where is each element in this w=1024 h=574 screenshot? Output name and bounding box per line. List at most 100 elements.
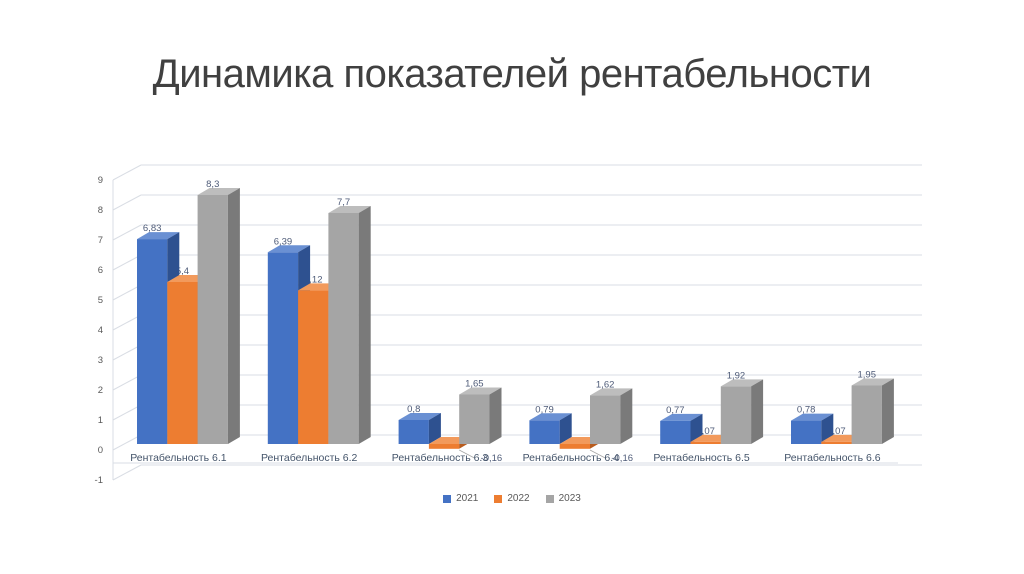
y-axis-tick-label: 0 xyxy=(98,445,103,456)
bar-side-face xyxy=(227,188,240,444)
bar-front-face xyxy=(821,441,852,444)
legend-item-2021: 2021 xyxy=(443,493,478,504)
data-label: 7,7 xyxy=(337,197,350,208)
gridline-diagonal xyxy=(112,284,142,301)
data-label: 0,78 xyxy=(797,405,816,416)
data-label: -0,16 xyxy=(481,453,503,464)
gridline-diagonal xyxy=(112,404,142,421)
leader-line xyxy=(589,449,606,459)
data-label: 5,4 xyxy=(176,266,189,277)
y-axis-tick-label: 9 xyxy=(98,175,103,186)
bar-side-face xyxy=(358,206,371,444)
data-label: 0,8 xyxy=(407,404,420,415)
data-label: 0,07 xyxy=(827,426,846,437)
legend-label: 2023 xyxy=(558,493,581,504)
bar-side-face xyxy=(881,378,894,444)
bar-front-face xyxy=(267,252,299,444)
data-label: 1,92 xyxy=(727,370,746,381)
legend-label: 2022 xyxy=(507,493,530,504)
bar-top-face xyxy=(590,388,633,396)
bar-top-face xyxy=(328,206,371,213)
y-axis-tick-label: -1 xyxy=(95,475,103,486)
bar-front-face xyxy=(529,420,560,444)
bar-front-face xyxy=(660,420,691,444)
data-label: 0,79 xyxy=(535,404,554,415)
bar-front-face xyxy=(197,195,228,444)
data-label: -0,16 xyxy=(611,453,633,464)
y-axis-tick-label: 4 xyxy=(98,325,103,336)
y-axis-tick-label: 1 xyxy=(98,415,103,426)
bar-side-face xyxy=(620,388,633,444)
bar-top-face xyxy=(851,378,894,386)
y-axis-tick-label: 8 xyxy=(98,205,103,216)
y-axis-tick-label: 3 xyxy=(98,355,103,366)
chart-title: Динамика показателей рентабельности xyxy=(152,52,872,96)
leader-line xyxy=(459,449,475,459)
bar-side-face xyxy=(428,413,441,444)
bar-top-face xyxy=(137,232,180,240)
category-axis-label: Рентабельность 6.6 xyxy=(784,452,881,464)
bar-side-face xyxy=(690,413,703,444)
bar-front-face xyxy=(791,420,822,444)
data-label: 5,12 xyxy=(304,274,323,285)
data-label: 0,07 xyxy=(696,426,715,437)
bar-front-face xyxy=(167,282,198,444)
bar-front-face xyxy=(590,395,621,444)
data-label: 6,83 xyxy=(143,223,162,234)
y-axis-tick-label: 6 xyxy=(98,265,103,276)
category-axis-label: Рентабельность 6.5 xyxy=(653,452,750,464)
data-label: 1,62 xyxy=(596,379,615,390)
bar-front-face xyxy=(690,441,721,444)
bar-front-face xyxy=(328,213,359,444)
gridline-diagonal xyxy=(112,254,142,271)
bar-front-face xyxy=(398,420,429,444)
y-axis-tick-label: 5 xyxy=(98,295,103,306)
bar-front-face xyxy=(137,239,168,444)
bar-top-face xyxy=(660,413,703,421)
bar-front-face xyxy=(428,444,460,449)
data-label: 0,77 xyxy=(666,405,685,416)
legend-label: 2021 xyxy=(456,493,479,504)
data-label: 1,95 xyxy=(858,370,877,381)
bar-side-face xyxy=(751,379,764,444)
bar-top-face xyxy=(791,413,834,421)
bar-front-face xyxy=(559,444,590,449)
bar-side-face xyxy=(821,413,834,444)
legend-item-2022: 2022 xyxy=(494,493,530,504)
bar-top-face xyxy=(720,379,764,387)
data-label: 1,65 xyxy=(465,379,484,390)
legend-swatch-icon xyxy=(545,494,554,503)
y-axis-tick-label: 7 xyxy=(98,235,103,246)
bar-front-face xyxy=(851,385,882,444)
category-axis-label: Рентабельность 6.1 xyxy=(130,452,227,464)
data-label: 8,3 xyxy=(206,179,219,190)
gridline-diagonal xyxy=(112,194,142,211)
bar-top-face xyxy=(529,413,572,421)
category-axis-label: Рентабельность 6.4 xyxy=(523,452,620,464)
category-axis-label: Рентабельность 6.3 xyxy=(392,452,489,464)
legend-swatch-icon xyxy=(494,494,503,503)
bar-front-face xyxy=(459,394,490,444)
bar-side-face xyxy=(489,387,502,444)
y-axis-tick-label: 2 xyxy=(98,385,103,396)
chart-legend: 2021 2022 2023 xyxy=(0,493,1024,504)
category-axis-label: Рентабельность 6.2 xyxy=(261,452,358,464)
data-label: 6,39 xyxy=(274,236,293,247)
bar-front-face xyxy=(720,386,752,444)
legend-item-2023: 2023 xyxy=(545,493,581,504)
gridline-diagonal xyxy=(112,344,142,361)
bar-top-face xyxy=(197,188,240,195)
bar-top-face xyxy=(267,245,311,253)
gridline-diagonal xyxy=(112,164,142,181)
gridline-diagonal xyxy=(112,224,142,241)
gridline-diagonal xyxy=(112,374,142,391)
bar-top-face xyxy=(459,387,502,395)
bar-front-face xyxy=(298,290,329,444)
gridline-diagonal xyxy=(112,464,142,481)
gridline-diagonal xyxy=(112,434,142,451)
bar-top-face xyxy=(398,413,441,420)
legend-swatch-icon xyxy=(443,494,452,503)
gridline-diagonal xyxy=(112,314,142,331)
